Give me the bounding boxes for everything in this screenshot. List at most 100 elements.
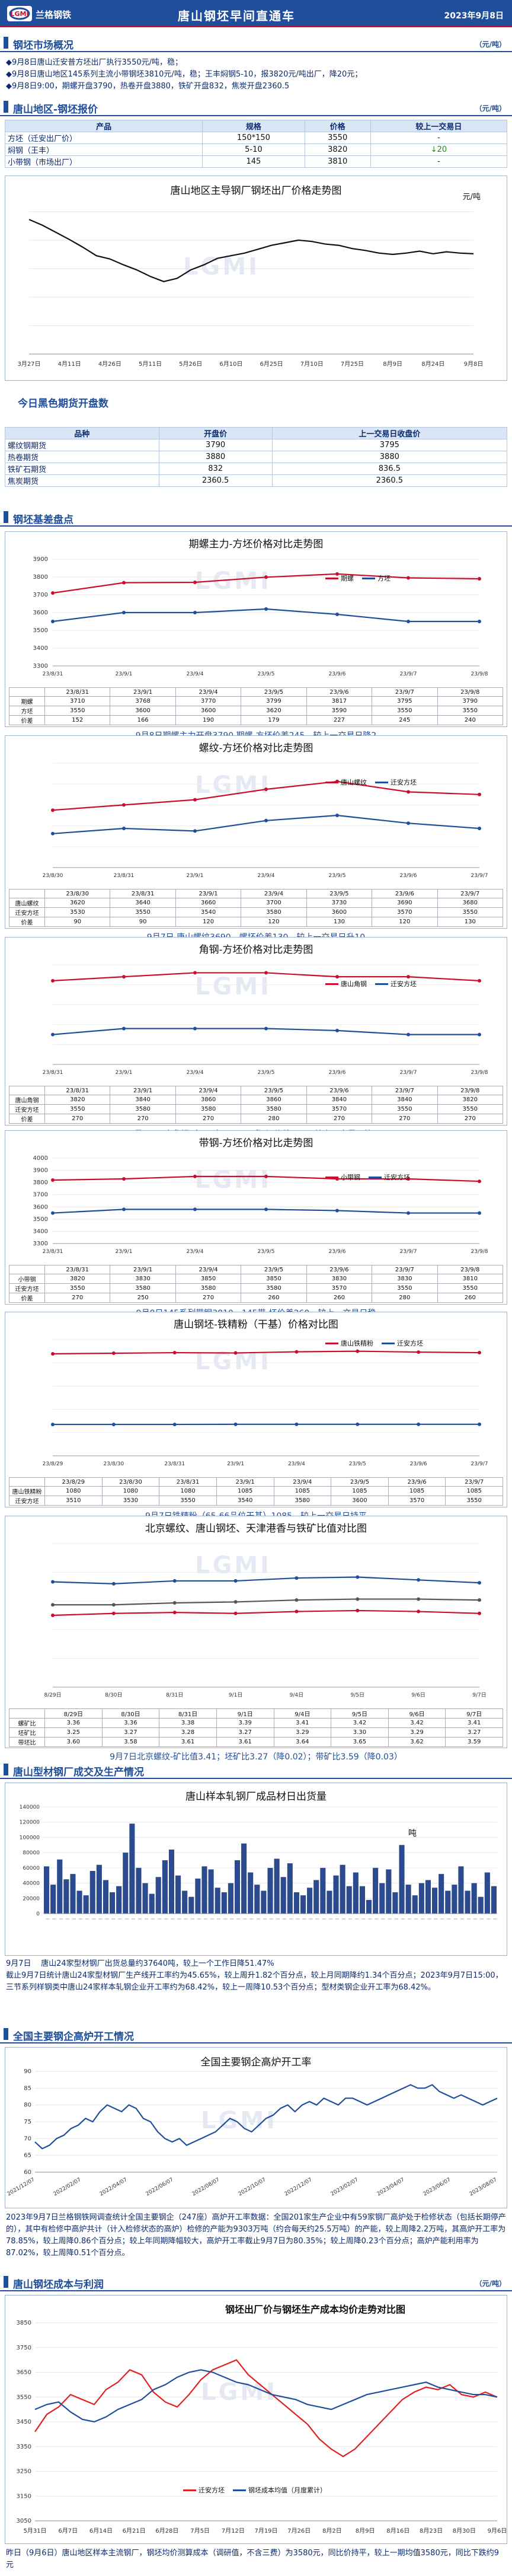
x-tick-mark: | — [388, 1918, 392, 1920]
bar — [110, 1892, 116, 1914]
data-point — [417, 1597, 421, 1601]
section-market-overview: 钢坯市场概况 （元/吨） — [0, 33, 512, 52]
x-tick-mark: | — [184, 1918, 188, 1920]
data-point — [193, 798, 197, 802]
data-table: 23/8/30 23/8/31 23/9/1 23/9/4 23/9/5 23/9/6 23… — [9, 889, 504, 927]
y-tick-label: 3800 — [33, 1179, 48, 1186]
x-tick-label: 8月16日 — [386, 2527, 409, 2534]
x-tick-mark: | — [243, 1918, 247, 1920]
bar — [425, 1880, 431, 1914]
data-point — [51, 1211, 55, 1215]
chart-title: 期螺主力-方坯价格对比走势图 — [188, 538, 324, 550]
bar — [89, 1871, 95, 1914]
x-tick-mark: | — [460, 1918, 464, 1920]
bar — [445, 1890, 451, 1914]
table-row: 期螺 3710 3768 3770 3799 3817 3795 3790 — [9, 696, 504, 706]
basis-chart: 唐山钢坯-铁精粉（干基）价格对比图 LGMI 23/8/29 23/8/30 23/8/… — [5, 1312, 507, 1507]
bar — [287, 1863, 293, 1914]
table-row: 迁安方坯 3550 3580 3580 3580 3570 3550 3550 — [9, 1104, 504, 1114]
x-tick-mark: | — [453, 1918, 457, 1920]
data-point — [478, 1032, 481, 1037]
page-title: 唐山钢坯早间直通车 — [178, 9, 295, 23]
y-tick-label: 3900 — [33, 556, 48, 563]
basis-plot: 23/8/31 23/9/1 23/9/4 23/9/5 23/9/6 23/9/7 23/… — [43, 964, 488, 1076]
section-title: 唐山钢坯成本与利润 — [13, 2279, 104, 2291]
brand-logo: LGMI — [7, 6, 32, 21]
x-tick-mark: | — [335, 1918, 339, 1920]
data-point — [478, 1598, 481, 1602]
data-point — [233, 1579, 238, 1583]
bar — [201, 1866, 207, 1914]
y-tick-label: 3150 — [17, 2493, 31, 2500]
y-tick-label: 3700 — [33, 592, 48, 598]
section-mill: 唐山型材钢厂成交及生产情况 — [0, 1760, 512, 1779]
y-tick-label: 3600 — [33, 1204, 48, 1210]
data-point — [51, 831, 55, 836]
table-header: 23/8/31 23/9/1 23/9/4 23/9/5 23/9/6 23/9/7 23/… — [9, 1086, 504, 1095]
data-point — [295, 1576, 299, 1580]
series-line-3 — [52, 1576, 480, 1585]
x-tick-label: 23/9/6 — [400, 873, 417, 879]
data-point — [264, 1174, 268, 1178]
y-tick-label: 3850 — [17, 2320, 31, 2326]
x-tick-mark: | — [328, 1918, 332, 1920]
chart-title: 全国主要钢企高炉开工率 — [200, 2057, 312, 2068]
table-row: 迁安方坯 3530 3550 3540 3580 3600 3570 3550 — [9, 907, 504, 917]
bar — [478, 1896, 484, 1914]
y-tick-label: 20000 — [23, 1896, 40, 1902]
section-bf: 全国主要钢企高炉开工情况 — [0, 2025, 512, 2043]
x-tick-label: 23/9/4 — [187, 1249, 204, 1255]
bar — [96, 1864, 102, 1914]
x-tick-mark: | — [394, 1918, 398, 1920]
data-point — [417, 1578, 421, 1582]
y-tick-label: 3450 — [17, 2419, 31, 2425]
data-point — [407, 975, 410, 979]
cost-chart: 钢坯出厂价与钢坯生产成本均价走势对比图 LGMI 3850 3750 3650 355… — [5, 2295, 507, 2544]
x-tick-label: 8月30日 — [453, 2527, 476, 2534]
bar — [313, 1880, 319, 1914]
x-tick-mark: | — [401, 1918, 405, 1920]
x-tick-label: 2022/12/07 — [284, 2177, 313, 2198]
y-tick-label: 3050 — [17, 2518, 31, 2524]
data-point — [233, 1351, 238, 1355]
x-tick-label: 2023/06/07 — [423, 2177, 452, 2198]
x-tick-mark: | — [236, 1918, 240, 1920]
bar — [458, 1866, 464, 1914]
bar — [392, 1892, 398, 1914]
y-tick-label: 3500 — [33, 1216, 48, 1223]
chart-title: 角钢-方坯价格对比走势图 — [199, 944, 313, 956]
bar — [366, 1899, 372, 1914]
brand-name: 兰格钢铁 — [36, 9, 72, 20]
table-header: 23/8/31 23/9/1 23/9/4 23/9/5 23/9/6 23/9/7 23/… — [9, 1265, 504, 1274]
data-point — [111, 1611, 116, 1615]
legend-item: 迁安方坯 — [369, 1172, 410, 1182]
data-point — [356, 1597, 360, 1601]
x-tick-label: 23/9/7 — [400, 1249, 417, 1255]
y-tick-label: 3500 — [33, 627, 48, 634]
x-tick-mark: | — [98, 1918, 102, 1920]
x-tick-mark: | — [223, 1918, 227, 1920]
x-tick-mark: | — [309, 1918, 313, 1920]
data-table: 8/29日 8/30日 8/31日 9/1日 9/4日 9/5日 9/6日 9/7日 螺矿比 3.… — [9, 1708, 503, 1747]
x-tick-label: 23/9/1 — [116, 1249, 133, 1255]
table-row: 价差 270 270 270 280 270 270 270 — [9, 1114, 504, 1124]
series-line-2 — [52, 1609, 480, 1617]
x-tick-label: 4月11日 — [58, 361, 81, 368]
x-tick-mark: | — [72, 1918, 76, 1920]
series-line-2 — [52, 814, 480, 834]
data-point — [335, 613, 339, 616]
x-tick-label: 7月12日 — [222, 2527, 245, 2534]
y-tick-label: 4000 — [33, 1155, 48, 1162]
bar — [162, 1860, 168, 1914]
data-point — [233, 1611, 238, 1615]
market-line: ◆9月8日唐山地区145系列主流小带钢坯3810元/吨，稳；王丰焖钢5-10，报… — [6, 70, 363, 79]
section-cost: 唐山钢坯成本与利润 （元/吨） — [0, 2272, 512, 2291]
chart-title: 北京螺纹、唐山钢坯、天津港香与铁矿比值对比图 — [145, 1523, 367, 1535]
table-row: 迁安方坯 3550 3580 3580 3580 3570 3550 3550 — [9, 1283, 504, 1293]
data-point — [51, 1614, 55, 1617]
bar — [274, 1858, 280, 1914]
data-point — [295, 1609, 299, 1614]
y-tick-label: 3300 — [33, 1241, 48, 1247]
y-tick-label: 3400 — [33, 1228, 48, 1235]
bar — [208, 1869, 214, 1914]
